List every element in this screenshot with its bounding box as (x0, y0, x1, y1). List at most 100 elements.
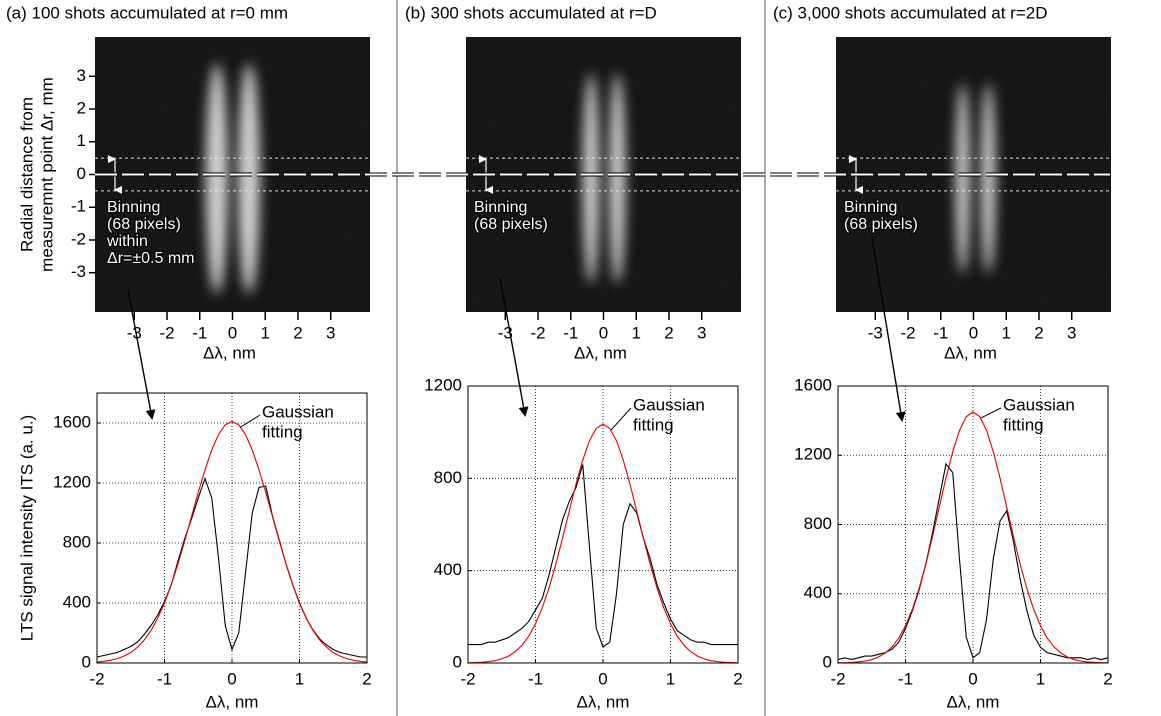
plot-frame (96, 392, 368, 664)
y-tick-label: 800 (434, 468, 462, 487)
x-tick-label: 3 (1067, 323, 1076, 342)
x-axis-label: Δλ, nm (206, 692, 259, 711)
fit-annotation: Gaussian (633, 395, 705, 414)
y-axis-label: Radial distance from (17, 97, 36, 252)
data-line (837, 462, 1109, 661)
x-axis-label: Δλ, nm (944, 343, 997, 362)
x-tick-label: -1 (157, 669, 172, 688)
panel-title: (c) 3,000 shots accumulated at r=2D (773, 3, 1048, 22)
y-axis-label: LTS signal intensity ITS (a. u.) (17, 415, 36, 641)
x-tick-label: 1 (632, 323, 641, 342)
panel-title: (b) 300 shots accumulated at r=D (405, 3, 657, 22)
x-tick-label: 1 (1002, 323, 1011, 342)
binning-pointer (127, 289, 156, 420)
y-tick-label: 800 (804, 514, 832, 533)
y-tick-label: 1200 (53, 472, 91, 491)
x-tick-label: 1 (261, 323, 270, 342)
spectral-stripe (237, 63, 260, 294)
fit-annotation: Gaussian (262, 402, 334, 421)
x-tick-label: 0 (228, 323, 237, 342)
x-tick-label: 1 (666, 669, 675, 688)
y-axis-label: measuremnt point Δr, mm (37, 77, 56, 272)
fit-annotation: fitting (262, 422, 303, 441)
binning-annotation: Δr=±0.5 mm (107, 250, 194, 267)
y-tick-label: 1200 (794, 445, 832, 464)
x-tick-label: 2 (1103, 669, 1112, 688)
binning-pointer (871, 237, 906, 422)
x-axis-label: Δλ, nm (577, 692, 630, 711)
x-tick-label: -3 (127, 323, 142, 342)
x-axis-label: Δλ, nm (947, 692, 1000, 711)
binning-annotation: (68 pixels) (474, 216, 548, 233)
x-tick-label: -2 (460, 669, 475, 688)
x-axis-label: Δλ, nm (574, 343, 627, 362)
spectral-stripe (955, 83, 970, 274)
spectral-stripe (981, 83, 996, 274)
annotation-leader (610, 407, 632, 431)
x-tick-label: 1 (1036, 669, 1045, 688)
y-tick-label: 400 (804, 583, 832, 602)
y-tick-label: 1 (77, 131, 86, 150)
fit-annotation: fitting (1003, 415, 1044, 434)
binning-annotation: (68 pixels) (844, 216, 918, 233)
x-tick-label: -1 (933, 323, 948, 342)
y-tick-label: 400 (434, 560, 462, 579)
data-line (96, 476, 367, 658)
x-tick-label: 2 (1034, 323, 1043, 342)
annotation-leader (980, 407, 1002, 419)
spectral-stripe (583, 73, 600, 284)
x-tick-label: 1 (295, 669, 304, 688)
x-tick-label: 3 (697, 323, 706, 342)
x-tick-label: -2 (159, 323, 174, 342)
data-line (467, 423, 739, 664)
x-tick-label: -2 (530, 323, 545, 342)
y-tick-label: 1200 (424, 375, 462, 394)
y-tick-label: 1600 (794, 375, 832, 394)
y-tick-label: 1600 (53, 412, 91, 431)
x-tick-label: 2 (664, 323, 673, 342)
x-tick-label: 0 (227, 669, 236, 688)
x-tick-label: 0 (968, 669, 977, 688)
fit-annotation: Gaussian (1003, 395, 1075, 414)
y-tick-label: -2 (71, 229, 86, 248)
data-line (468, 464, 738, 648)
x-tick-label: -1 (563, 323, 578, 342)
y-tick-label: 3 (77, 66, 86, 85)
x-tick-label: -2 (900, 323, 915, 342)
x-axis-label: Δλ, nm (203, 343, 256, 362)
binning-pointer (499, 277, 529, 417)
x-tick-label: -2 (830, 669, 845, 688)
binning-annotation: Binning (844, 199, 897, 216)
spectral-stripe (205, 63, 228, 294)
x-tick-label: -1 (192, 323, 207, 342)
x-tick-label: -1 (898, 669, 913, 688)
y-tick-label: 0 (77, 164, 86, 183)
spectral-stripe (609, 73, 626, 284)
y-tick-label: -3 (71, 262, 86, 281)
x-tick-label: -3 (868, 323, 883, 342)
binning-annotation: within (106, 233, 148, 250)
x-tick-label: 0 (598, 669, 607, 688)
x-tick-label: -1 (528, 669, 543, 688)
data-line (96, 420, 368, 663)
y-tick-label: 0 (823, 652, 832, 671)
y-tick-label: 0 (453, 652, 462, 671)
x-tick-label: 0 (599, 323, 608, 342)
data-line (838, 411, 1108, 664)
binning-annotation: Binning (474, 199, 527, 216)
annotation-leader (239, 414, 261, 428)
y-tick-label: 0 (82, 652, 91, 671)
x-tick-label: 0 (969, 323, 978, 342)
plot-frame (837, 385, 1109, 664)
x-tick-label: 2 (293, 323, 302, 342)
binning-annotation: (68 pixels) (107, 216, 181, 233)
x-tick-label: -2 (89, 669, 104, 688)
y-tick-label: 400 (63, 592, 91, 611)
y-tick-label: 800 (63, 532, 91, 551)
panel-title: (a) 100 shots accumulated at r=0 mm (6, 3, 288, 22)
fit-annotation: fitting (633, 415, 674, 434)
x-tick-label: 2 (362, 669, 371, 688)
plot-frame (467, 385, 739, 664)
x-tick-label: 2 (733, 669, 742, 688)
